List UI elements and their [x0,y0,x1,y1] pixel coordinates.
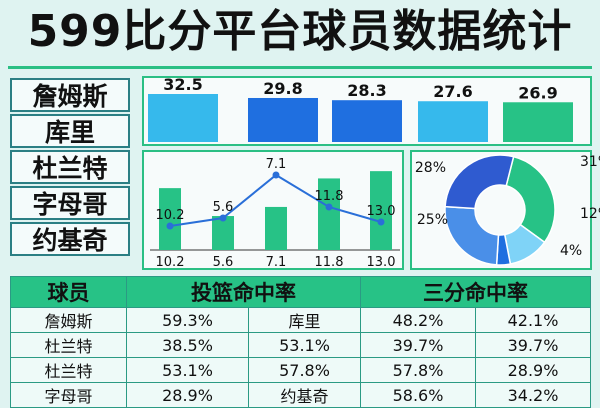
table-cell: 詹姆斯 [10,307,127,333]
table-cell: 39.7% [360,332,476,358]
combo-bar-4 [318,178,340,250]
header-player: 球员 [10,276,127,308]
table-header-row: 球员 投篮命中率 三分命中率 [10,276,591,308]
player-name-4: 字母哥 [10,186,130,220]
top-bar-3 [332,100,402,142]
table-cell: 57.8% [360,357,476,383]
table-cell: 28.9% [126,382,249,408]
player-name-1: 詹姆斯 [10,78,130,112]
table-cell: 39.7% [475,332,591,358]
combo-point-label-2: 5.6 [213,200,234,215]
table-cell: 53.1% [248,332,361,358]
table-cell: 杜兰特 [10,332,127,358]
table-cell: 字母哥 [10,382,127,408]
combo-tick-2: 5.6 [213,255,234,270]
top-bar-2 [248,97,318,142]
top-bar-label-1: 32.5 [163,75,202,94]
top-bar-label-3: 28.3 [347,81,386,100]
page-title: 599比分平台球员数据统计 [27,6,573,57]
table-cell: 58.6% [360,382,476,408]
donut-label-3: 4% [560,243,582,259]
donut-label-5: 28% [415,160,446,176]
donut-label-1: 31% [580,154,600,170]
header-fg-pct: 投篮命中率 [126,276,361,308]
donut-label-2: 12% [580,206,600,222]
table-row: 字母哥 28.9% 约基奇 58.6% 34.2% [10,382,591,408]
title-divider [8,66,592,69]
combo-point-5 [377,218,385,226]
combo-tick-3: 7.1 [266,255,287,270]
top-bar-label-4: 27.6 [433,82,472,101]
combo-bar-2 [212,216,234,250]
donut-label-4: 25% [417,212,448,228]
combo-tick-1: 10.2 [156,255,185,270]
donut-slice-1 [505,155,556,244]
header-3p-pct: 三分命中率 [360,276,591,308]
combo-tick-5: 13.0 [367,255,396,270]
player-name-5: 约基奇 [10,222,130,256]
table-cell: 53.1% [126,357,249,383]
combo-point-4 [325,203,333,211]
top-bar-5 [503,102,573,142]
combo-point-label-3: 7.1 [266,157,287,172]
top-bar-1 [148,94,218,142]
top-bar-label-5: 26.9 [518,83,557,102]
table-cell: 34.2% [475,382,591,408]
table-cell: 59.3% [126,307,249,333]
donut-slice-4 [444,205,500,266]
top-bar-label-2: 29.8 [263,79,302,98]
combo-point-1 [166,222,174,230]
table-cell: 库里 [248,307,361,333]
table-cell: 38.5% [126,332,249,358]
top-bar-4 [418,101,488,142]
player-name-3: 杜兰特 [10,150,130,184]
table-cell: 42.1% [475,307,591,333]
player-name-2: 库里 [10,114,130,148]
combo-bar-3 [265,206,287,250]
table-cell: 57.8% [248,357,361,383]
combo-point-label-5: 13.0 [367,204,396,219]
table-cell: 48.2% [360,307,476,333]
combo-point-2 [219,214,227,222]
table-row: 杜兰特 53.1% 57.8% 57.8% 28.9% [10,357,591,383]
table-row: 詹姆斯 59.3% 库里 48.2% 42.1% [10,307,591,333]
table-cell: 约基奇 [248,382,361,408]
combo-bar-1 [159,188,181,250]
table-row: 杜兰特 38.5% 53.1% 39.7% 39.7% [10,332,591,358]
table-cell: 杜兰特 [10,357,127,383]
table-cell: 28.9% [475,357,591,383]
combo-point-label-1: 10.2 [156,208,185,223]
donut-slice-5 [444,154,515,210]
combo-point-3 [272,171,280,179]
stats-table: 球员 投篮命中率 三分命中率 詹姆斯 59.3% 库里 48.2% 42.1% … [10,276,591,408]
combo-tick-4: 11.8 [315,255,344,270]
combo-point-label-4: 11.8 [315,189,344,204]
combo-bar-5 [370,171,392,250]
